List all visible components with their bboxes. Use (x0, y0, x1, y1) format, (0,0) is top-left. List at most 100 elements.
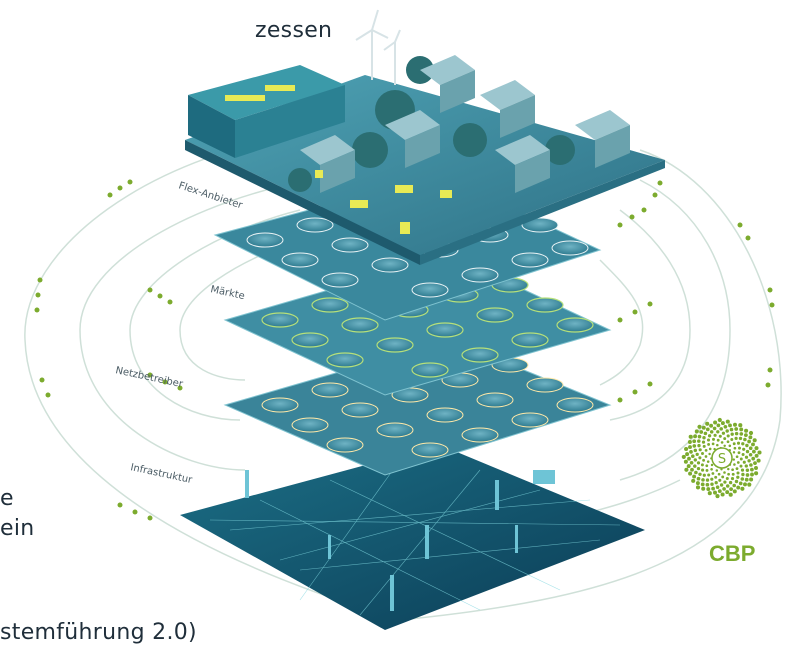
cbp-dot (735, 467, 739, 471)
cbp-dot (700, 482, 705, 487)
cbp-dot (691, 454, 695, 458)
cbp-dot (715, 494, 720, 499)
cbp-dot (706, 438, 711, 442)
cbp-dot (734, 427, 739, 431)
layer-label-maerkte: Märkte (209, 284, 245, 302)
cbp-dot (705, 468, 709, 472)
cbp-dot (716, 438, 720, 442)
cbp-dot (735, 455, 739, 459)
cbp-dot (716, 443, 719, 447)
cbp-dot (754, 466, 758, 470)
cbp-dot (730, 477, 735, 481)
cbp-dot (697, 434, 702, 439)
text-fragment-left-1: e (0, 486, 14, 511)
cbp-dot (701, 425, 706, 430)
cbp-dot (736, 475, 740, 479)
cbp-dot (737, 451, 741, 455)
cbp-dot (701, 468, 705, 472)
cbp-dot (693, 434, 698, 439)
cbp-dot (723, 424, 728, 429)
layer-label-flex-anbieter: Flex-Anbieter (177, 180, 244, 211)
cbp-dot (733, 446, 737, 450)
cbp-dot (693, 458, 697, 462)
text-fragment-left-2: ein (0, 516, 35, 541)
cbp-dot (709, 430, 714, 434)
cbp-dot (711, 442, 715, 446)
cbp-dot (750, 467, 754, 472)
cbp-dot (704, 449, 708, 452)
cbp-dot (754, 453, 759, 458)
cbp-dot (685, 452, 690, 457)
houses (300, 55, 630, 193)
cbp-dot (754, 471, 759, 476)
cbp-dot (723, 471, 726, 474)
cbp-dot (741, 452, 745, 457)
cbp-dot (684, 467, 689, 472)
cbp-label: CBP (709, 541, 756, 566)
cbp-dot (734, 431, 739, 436)
cbp-dot (725, 419, 730, 424)
cbp-dot (702, 436, 706, 440)
cbp-dot (717, 417, 722, 423)
cbp-dot (751, 442, 755, 447)
cbp-dot (707, 434, 712, 438)
cbp-dot (731, 468, 734, 472)
cbp-dot (719, 483, 724, 487)
cbp-dot (714, 481, 718, 485)
cbp-dot (693, 464, 697, 468)
cbp-dot (705, 478, 710, 482)
cbp-dot (732, 489, 737, 494)
cbp-dot (697, 439, 701, 443)
cbp-dot (692, 444, 697, 448)
cbp-dot (748, 430, 754, 436)
cbp-dot (732, 451, 736, 454)
cbp-dot (750, 472, 754, 477)
cbp-dot (707, 473, 711, 477)
cbp-dot (701, 452, 704, 455)
cbp-dot (723, 480, 727, 484)
cbp-dot (689, 450, 693, 454)
cbp-dot (688, 471, 693, 476)
cbp-dot (689, 460, 694, 465)
cbp-dot (747, 439, 751, 444)
cbp-dot (744, 433, 748, 437)
cbp-dot (743, 482, 747, 487)
cbp-dot (721, 475, 725, 479)
cbp-dot (705, 427, 710, 432)
cbp-dot (744, 464, 748, 468)
cbp-dot (742, 460, 746, 464)
cbp-dot (696, 461, 701, 465)
cbp-dot (736, 441, 741, 445)
cbp-dot (742, 447, 746, 451)
cbp-dot (741, 472, 745, 477)
cbp-dot (692, 474, 697, 479)
cbp-dot (681, 454, 686, 459)
cbp-dot (703, 431, 708, 436)
cbp-dot (701, 440, 706, 444)
cbp-dot (716, 430, 720, 434)
cbp-dot (720, 441, 724, 444)
cbp-dot (725, 477, 729, 480)
cbp-dot (711, 486, 715, 491)
cbp-dot (705, 464, 709, 468)
cbp-dot (688, 445, 692, 450)
cbp-dot (699, 430, 704, 434)
cbp-dot (728, 423, 732, 428)
cbp-dot (739, 432, 744, 436)
cbp-dot (696, 476, 701, 481)
cbp-dot (711, 472, 715, 475)
cbp-dot (713, 433, 717, 437)
cbp-dot (738, 481, 743, 486)
cbp-dot (729, 487, 733, 491)
cbp-dot (702, 473, 706, 477)
cbp-dot (736, 471, 740, 475)
cbp-hub-symbol: S (718, 452, 726, 467)
cbp-dot (734, 436, 738, 440)
cbp-dot (729, 427, 734, 432)
cbp-dot (710, 477, 714, 481)
cbp-dot (687, 456, 691, 461)
cbp-dot (740, 468, 745, 472)
cbp-dot (756, 458, 761, 463)
cbp-dot (738, 446, 741, 450)
cbp-dot (705, 482, 710, 487)
